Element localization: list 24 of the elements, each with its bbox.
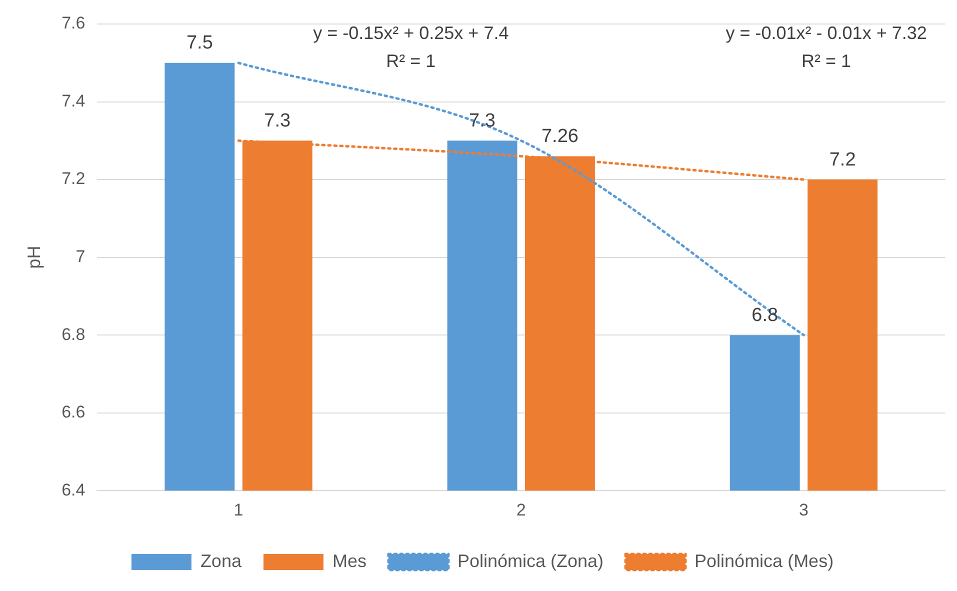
- y-tick-label: 7: [76, 246, 86, 266]
- y-tick-label: 6.4: [62, 480, 86, 500]
- y-tick-label: 7.6: [62, 14, 86, 33]
- x-tick-label: 3: [798, 500, 808, 520]
- data-label: 7.3: [264, 110, 291, 132]
- y-tick-label: 7.2: [62, 169, 86, 188]
- legend-label: Polinómica (Zona): [457, 550, 604, 571]
- legend-label: Polinómica (Mes): [694, 550, 834, 571]
- data-label: 6.8: [752, 304, 778, 326]
- x-tick-label: 2: [516, 500, 526, 520]
- annotation: R² = 1: [386, 50, 436, 71]
- annotation: y = -0.15x² + 0.25x + 7.4: [313, 22, 509, 43]
- y-axis-title: pH: [24, 246, 44, 269]
- legend-label: Mes: [332, 550, 366, 571]
- y-tick-label: 7.4: [62, 91, 86, 110]
- annotation: y = -0.01x² - 0.01x + 7.32: [726, 22, 927, 43]
- data-label: 7.5: [186, 32, 213, 54]
- y-tick-label: 6.8: [62, 324, 86, 344]
- legend-label: Zona: [200, 550, 242, 571]
- x-tick-label: 1: [234, 500, 244, 520]
- data-label: 7.2: [829, 149, 856, 170]
- annotation: R² = 1: [802, 50, 852, 71]
- y-tick-label: 6.6: [62, 402, 86, 422]
- data-label: 7.26: [541, 126, 578, 147]
